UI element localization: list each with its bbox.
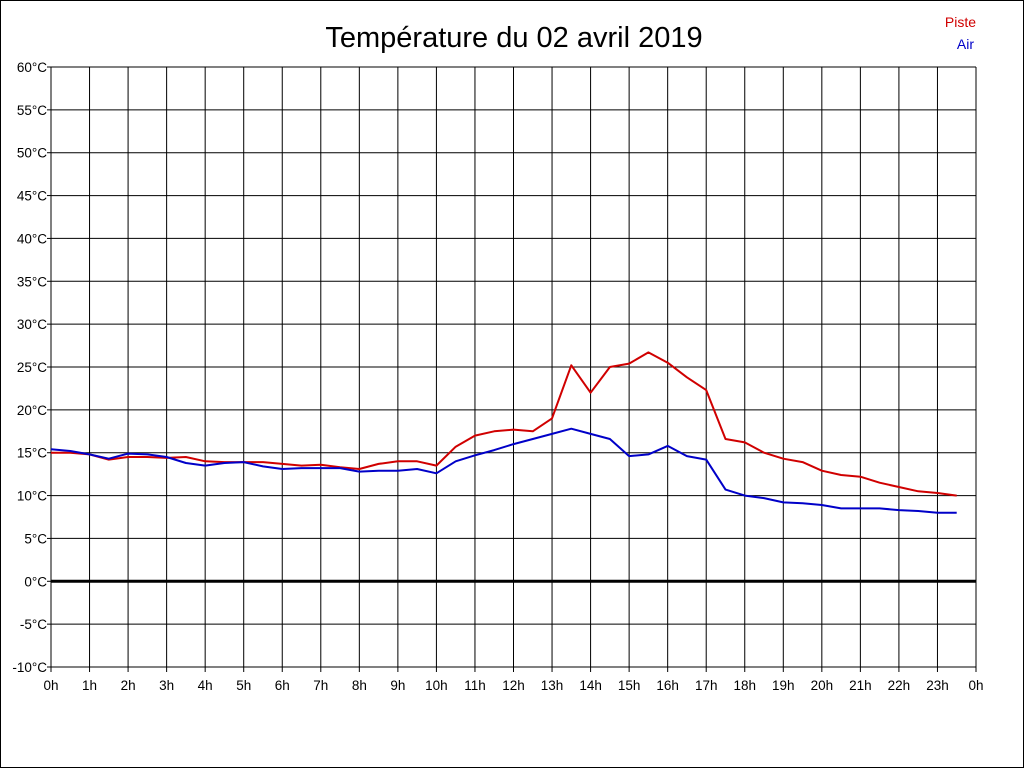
x-tick-label: 18h (733, 678, 756, 693)
grid (47, 66, 977, 672)
y-tick-label: 40°C (17, 231, 47, 246)
y-tick-label: 10°C (17, 489, 47, 504)
x-tick-label: 15h (618, 678, 641, 693)
x-tick-label: 10h (425, 678, 448, 693)
y-tick-label: 15°C (17, 446, 47, 461)
y-tick-label: 55°C (17, 103, 47, 118)
x-tick-label: 3h (159, 678, 174, 693)
x-tick-label: 0h (968, 678, 983, 693)
x-tick-label: 16h (656, 678, 679, 693)
y-tick-label: 25°C (17, 360, 47, 375)
legend-air: Air (957, 36, 974, 52)
x-tick-label: 6h (275, 678, 290, 693)
y-tick-label: 0°C (24, 574, 47, 589)
x-tick-label: 20h (811, 678, 834, 693)
x-tick-label: 19h (772, 678, 795, 693)
x-tick-label: 7h (313, 678, 328, 693)
legend: Piste Air (945, 14, 976, 52)
x-tick-label: 0h (43, 678, 58, 693)
y-tick-label: 60°C (17, 60, 47, 75)
x-tick-label: 11h (464, 678, 486, 693)
y-tick-label: 5°C (24, 531, 47, 546)
y-tick-label: 50°C (17, 146, 47, 161)
y-tick-label: -10°C (12, 660, 47, 675)
x-tick-label: 22h (888, 678, 911, 693)
y-tick-label: 30°C (17, 317, 47, 332)
x-tick-label: 8h (352, 678, 367, 693)
y-axis-tick-labels: -10°C -5°C 0°C 5°C 10°C 15°C 20°C 25°C 30°C 35°C 4… (12, 60, 47, 675)
x-tick-label: 2h (121, 678, 136, 693)
x-tick-label: 4h (198, 678, 213, 693)
x-tick-label: 12h (502, 678, 525, 693)
x-tick-label: 23h (926, 678, 949, 693)
x-tick-label: 5h (236, 678, 251, 693)
x-tick-label: 17h (695, 678, 718, 693)
legend-piste: Piste (945, 14, 976, 30)
y-tick-label: 35°C (17, 274, 47, 289)
y-tick-label: -5°C (20, 617, 47, 632)
y-tick-label: 45°C (17, 189, 47, 204)
series-line-piste (51, 351, 957, 497)
x-tick-label: 13h (541, 678, 564, 693)
series-lines (50, 351, 957, 514)
x-axis-tick-labels: 0h 1h 2h 3h 4h 5h 6h 7h 8h 9h 10h 11h 12h 13h 14h 15h 16… (43, 678, 983, 693)
x-tick-label: 21h (849, 678, 872, 693)
series-line-air (50, 427, 957, 514)
chart-title: Température du 02 avril 2019 (325, 22, 702, 54)
x-tick-label: 1h (82, 678, 97, 693)
y-tick-label: 20°C (17, 403, 47, 418)
x-tick-label: 9h (390, 678, 405, 693)
x-tick-label: 14h (579, 678, 602, 693)
